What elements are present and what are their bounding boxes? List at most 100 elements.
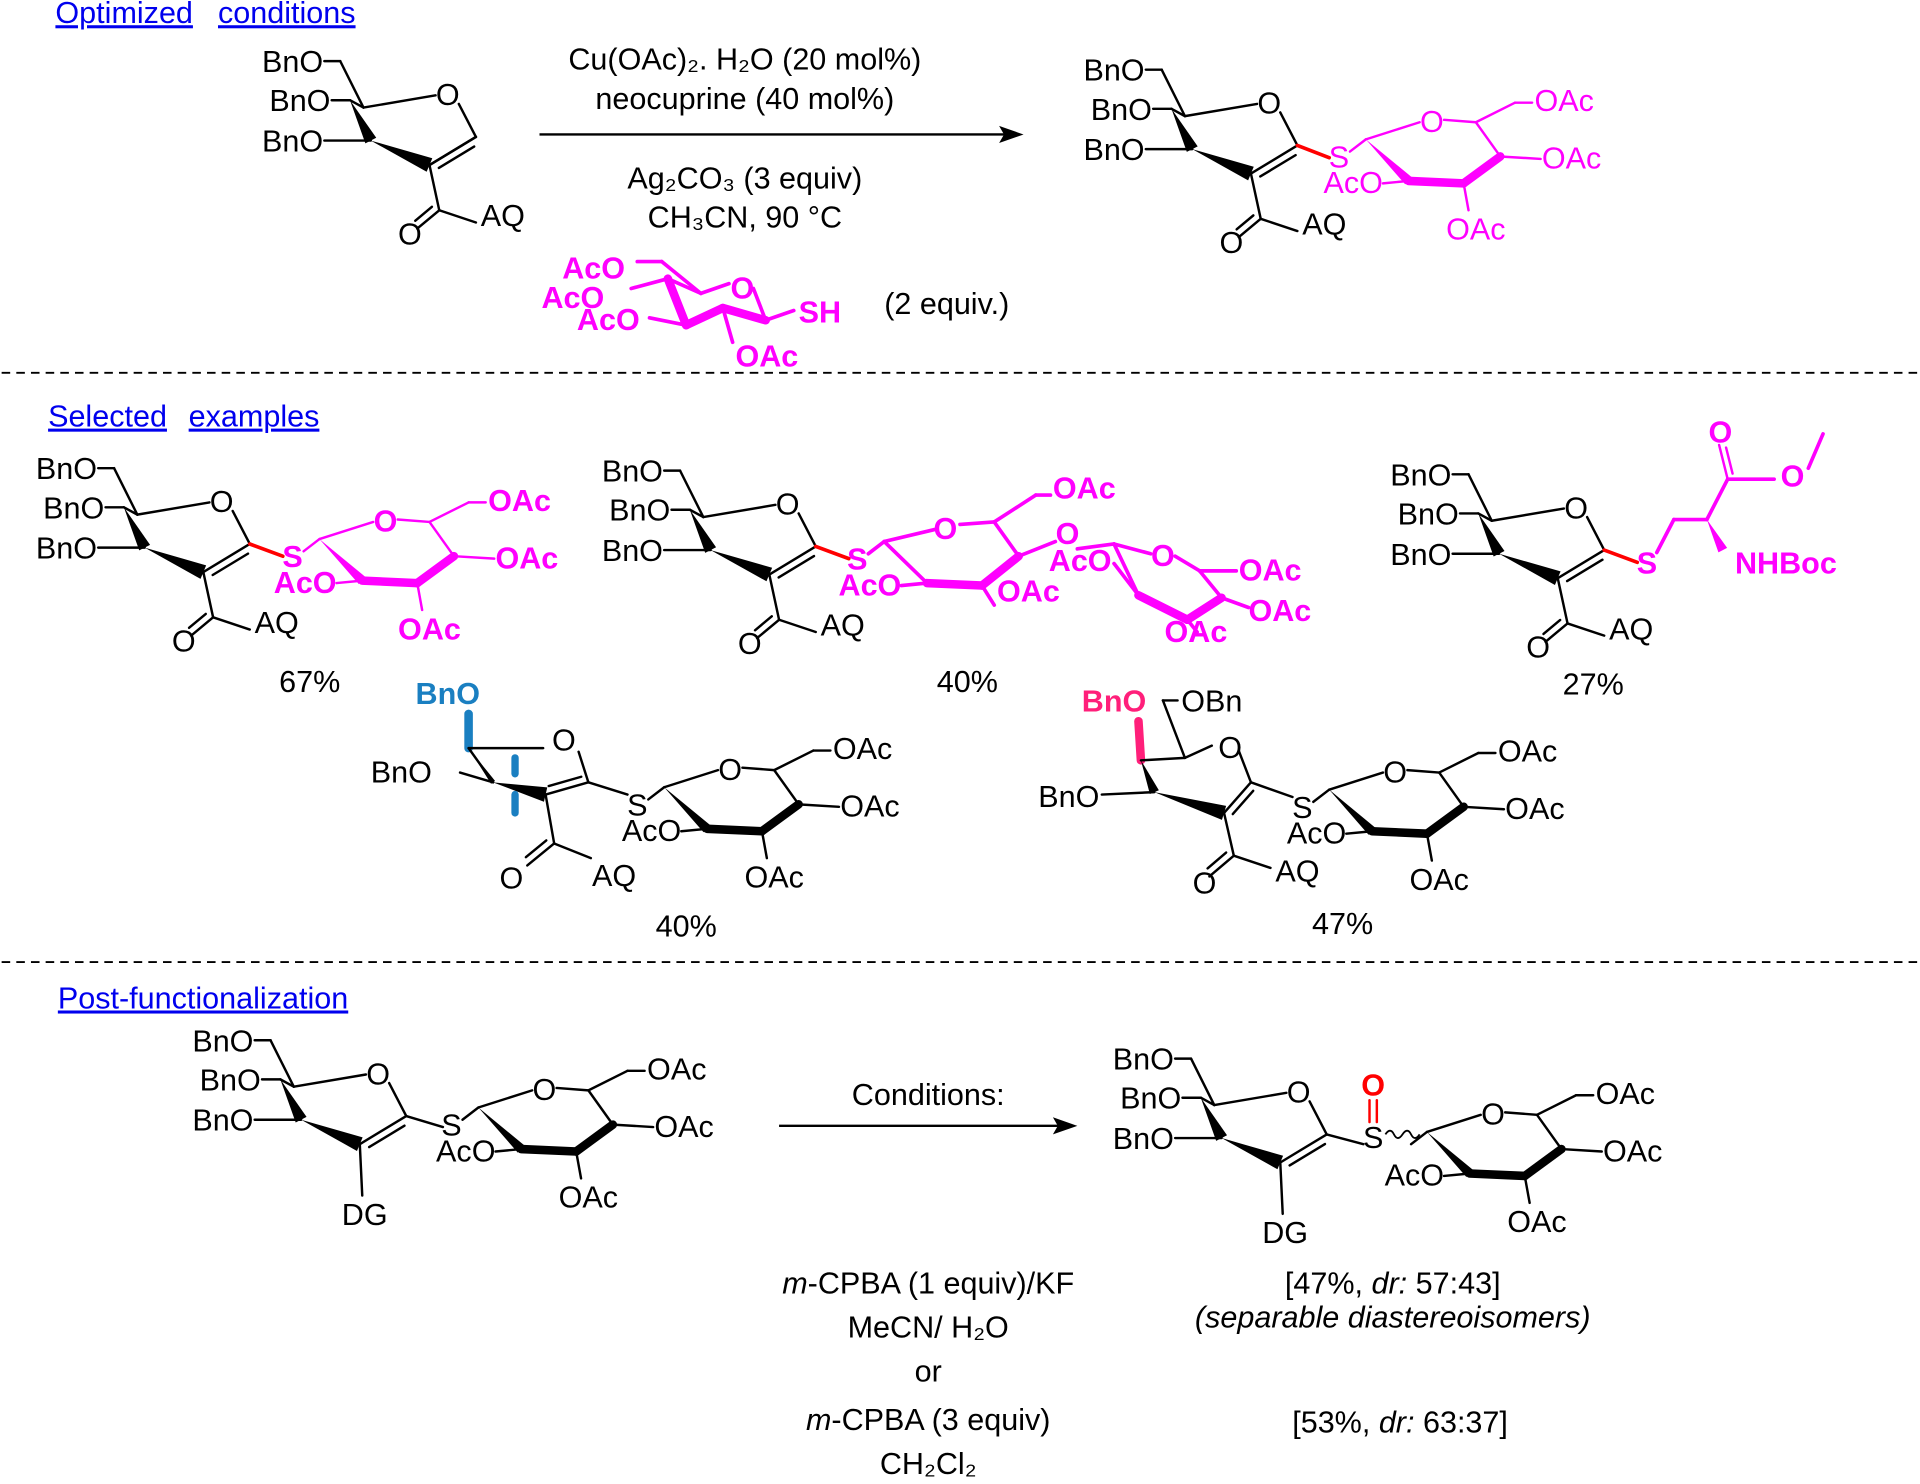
atom-label: OAc (559, 1181, 618, 1215)
starting-glycal: BnO BnO BnO O O AQ (262, 45, 525, 251)
bond (1259, 153, 1297, 178)
ring-oxygen-label: O (731, 271, 755, 305)
carbonyl-oxygen-label: O (398, 217, 422, 251)
ring-oxygen-label: O (1564, 491, 1588, 525)
atom-label: OAc (997, 574, 1060, 608)
result-1-post: 57:43] (1407, 1266, 1500, 1300)
atom-label: OAc (1542, 142, 1601, 176)
bond (122, 506, 139, 516)
heading-selected-word2[interactable]: examples (189, 400, 320, 434)
bond (412, 551, 459, 588)
atom-label: BnO (43, 491, 104, 525)
result-1-pre: [47%, (1285, 1266, 1372, 1300)
ring-oxygen-label: O (436, 78, 460, 112)
bond (1197, 569, 1224, 600)
condition-2-text: -CPBA (3 equiv) (831, 1403, 1050, 1437)
bond (1237, 749, 1253, 784)
bond (1235, 214, 1255, 231)
atom-label: BnO (200, 1063, 261, 1097)
bond (757, 800, 803, 836)
bond (718, 303, 770, 325)
bond (813, 544, 851, 561)
bond (647, 786, 666, 801)
bond (753, 615, 773, 632)
bond (772, 768, 800, 806)
bond (211, 552, 250, 577)
bond (980, 583, 997, 607)
sulfur-label: S (847, 543, 867, 577)
atom-label: AcO (562, 252, 625, 286)
bond (544, 781, 590, 796)
bond (1206, 851, 1228, 870)
bond (292, 1073, 368, 1088)
bond (659, 259, 703, 296)
bond (1100, 790, 1156, 796)
bond (1556, 576, 1569, 625)
reagent-solvent-temp: CH₃CN, 90 °C (648, 200, 842, 234)
bond (136, 501, 211, 516)
bond (678, 469, 705, 519)
bond (702, 503, 777, 519)
bond (428, 520, 456, 558)
bond (269, 1039, 296, 1088)
condition-1: m-CPBA (1 equiv)/KF (782, 1266, 1074, 1300)
bond (1249, 781, 1294, 799)
bond (1364, 121, 1421, 141)
bond (1208, 854, 1236, 878)
bond (452, 554, 496, 560)
bond (751, 286, 768, 323)
heading-optimized-word2[interactable]: conditions (218, 0, 356, 30)
bond (1442, 1172, 1471, 1178)
heading-selected-word1[interactable]: Selected (48, 400, 167, 434)
bond (1112, 561, 1141, 598)
yield-example-2: 40% (937, 665, 998, 699)
bond (1437, 771, 1465, 809)
bond (302, 537, 321, 553)
wedge-bond (478, 1107, 525, 1153)
carbonyl-oxygen-label: O (1193, 867, 1217, 901)
bond (1409, 1130, 1429, 1146)
bond (1183, 102, 1259, 118)
bond (1422, 802, 1468, 838)
bond (1288, 1142, 1327, 1167)
bond (438, 209, 478, 224)
bond (396, 518, 431, 524)
heading-post-functionalization[interactable]: Post-functionalization (58, 981, 348, 1015)
bond (768, 545, 817, 576)
result-2-pre: [53%, (1292, 1406, 1379, 1440)
bond (1535, 1094, 1578, 1117)
yield-example-5: 47% (1312, 907, 1373, 941)
bond (112, 466, 139, 516)
bond (1183, 744, 1214, 760)
wedge-bond (1140, 760, 1159, 795)
bond (526, 842, 556, 867)
bond (958, 520, 997, 527)
bond (1112, 542, 1141, 598)
atom-label: OAc (1239, 554, 1302, 588)
bond (1806, 432, 1825, 471)
bond (1462, 805, 1506, 811)
bond (1705, 477, 1730, 522)
thiol-SH-label: SH (799, 296, 841, 330)
sulfur-label: S (1637, 546, 1657, 580)
heading-optimized-word1[interactable]: Optimized (55, 0, 193, 30)
bond (231, 509, 252, 546)
bond (797, 512, 817, 548)
bond (772, 749, 815, 772)
wedge-bond (493, 782, 548, 802)
bond (413, 205, 434, 222)
bond (977, 551, 1023, 590)
bond (1425, 832, 1434, 862)
sulfur-label: S (627, 788, 647, 822)
wedge-bond (1426, 1131, 1474, 1178)
bond (587, 781, 629, 796)
bond (587, 1069, 629, 1092)
bond (777, 554, 816, 579)
bond (516, 1144, 581, 1156)
bond (1520, 1144, 1566, 1181)
atom-label: OAc (495, 541, 558, 575)
sulfoxide-oxygen-label: O (1361, 1068, 1385, 1102)
wedge-bond (1200, 1097, 1228, 1141)
ring-oxygen-label: O (1151, 539, 1175, 573)
